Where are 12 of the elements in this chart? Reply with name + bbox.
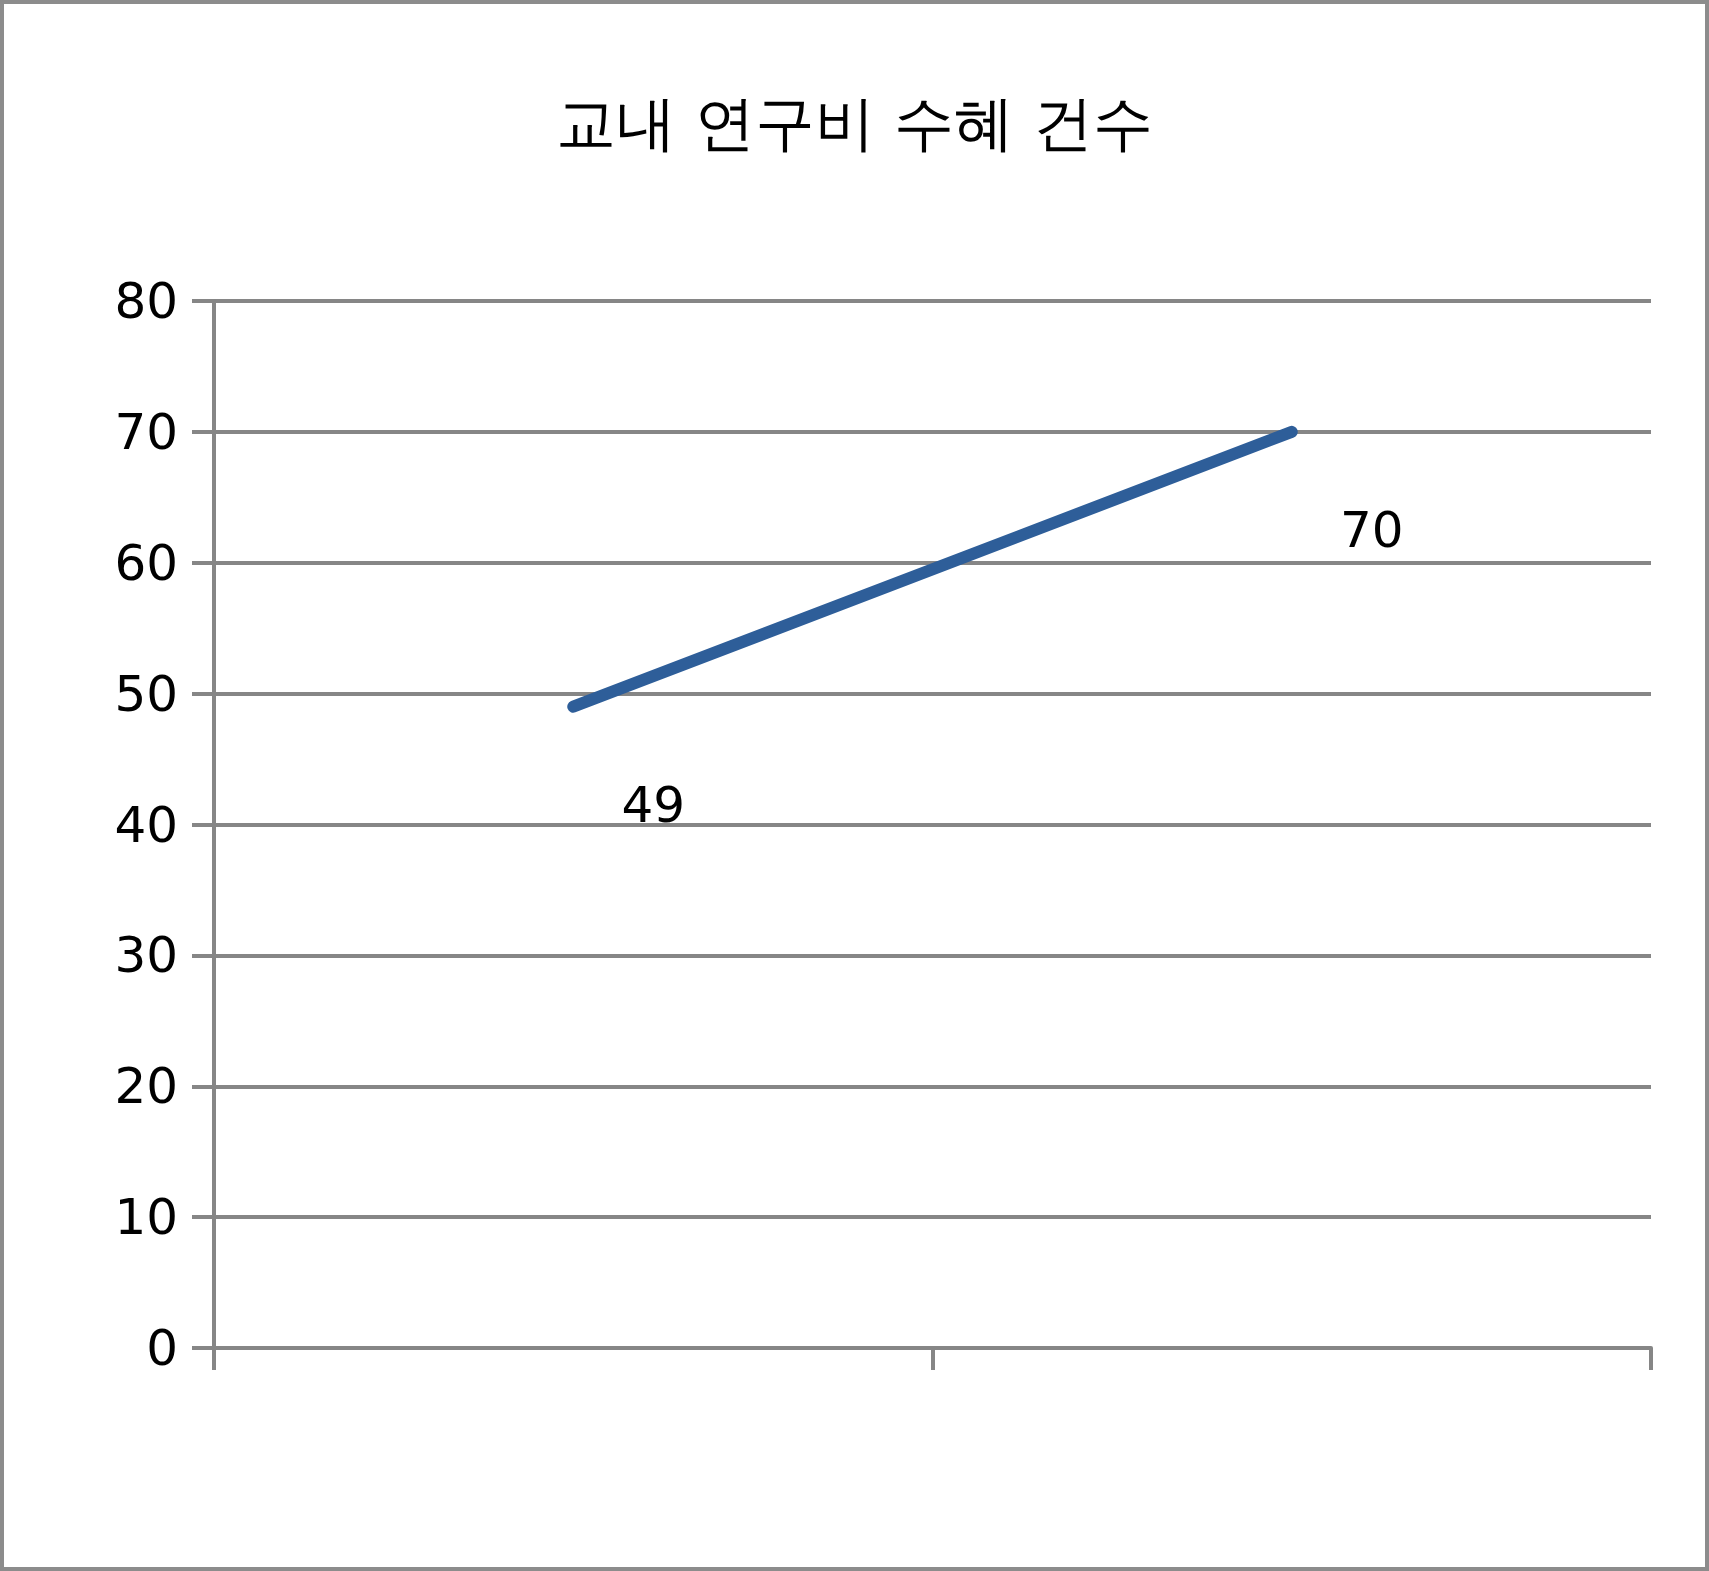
y-tick-label: 30 <box>114 926 178 985</box>
y-tick-label: 70 <box>114 402 178 461</box>
data-label: 70 <box>1339 500 1404 559</box>
y-tick-label: 50 <box>114 664 178 723</box>
y-tick-label: 10 <box>114 1188 178 1247</box>
y-tick-label: 0 <box>146 1319 178 1377</box>
chart-title: 교내 연구비 수혜 건수 <box>555 88 1154 158</box>
y-tick-label: 40 <box>114 795 178 854</box>
data-label: 49 <box>621 775 686 834</box>
y-tick-label: 20 <box>114 1057 178 1116</box>
y-tick-label: 80 <box>114 272 178 330</box>
y-tick-label: 60 <box>114 533 178 592</box>
